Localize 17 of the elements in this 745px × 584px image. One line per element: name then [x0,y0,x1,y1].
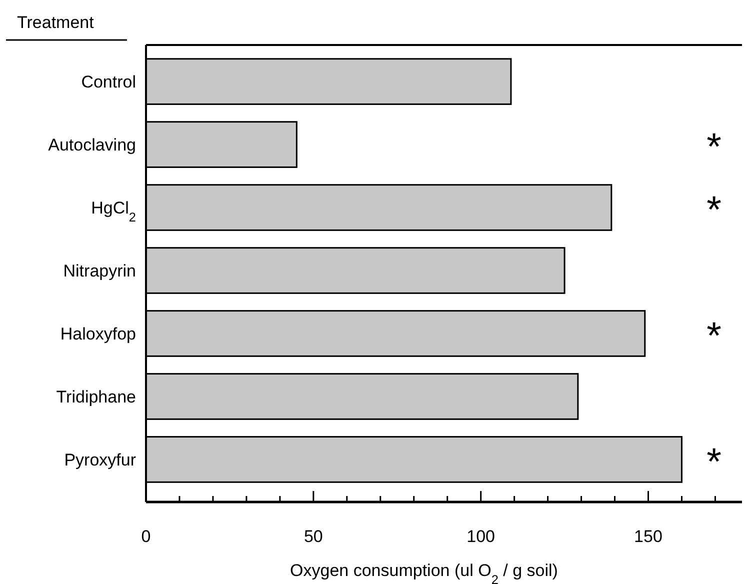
x-axis-title: Oxygen consumption (ul O$_{2}$ / g soil) [290,561,558,584]
data-label: * [706,315,722,358]
data-label: * [706,190,722,232]
y-axis-title: Treatment [17,13,94,32]
data-label: * [706,126,722,169]
y-tick-label: Autoclaving [48,136,136,155]
y-tick-label: Tridiphane [56,387,136,406]
y-tick-label: Pyroxyfur [64,450,136,470]
x-tick-label: 0 [141,527,151,546]
y-tick-label: Control [81,72,136,92]
x-tick-label: 150 [634,527,662,546]
y-tick-label: HgCl$_{2}$ [91,198,136,224]
data-label: * [706,441,722,484]
x-tick-label: 50 [304,527,323,546]
x-tick-label: 100 [466,527,496,546]
y-tick-label: Nitrapyrin [63,262,136,280]
y-tick-label: Haloxyfop [60,324,136,344]
